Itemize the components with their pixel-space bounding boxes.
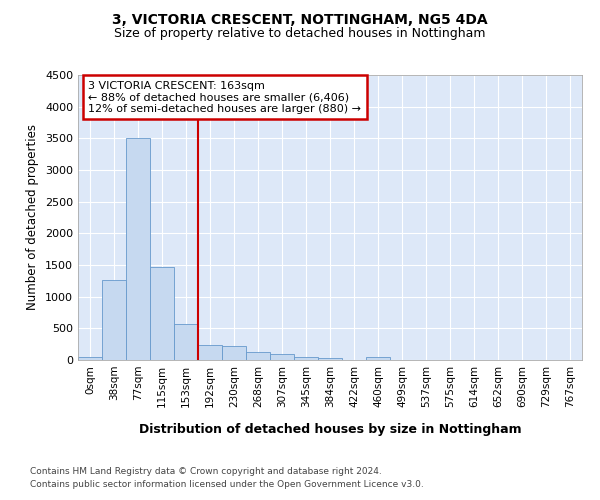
Text: 3, VICTORIA CRESCENT, NOTTINGHAM, NG5 4DA: 3, VICTORIA CRESCENT, NOTTINGHAM, NG5 4D… (112, 12, 488, 26)
Bar (102, 280, 126, 360)
Bar (294, 357, 318, 360)
Y-axis label: Number of detached properties: Number of detached properties (26, 124, 40, 310)
Bar (174, 324, 198, 360)
Bar (246, 352, 270, 360)
Bar (318, 358, 342, 360)
Bar (366, 358, 390, 360)
Text: Contains HM Land Registry data © Crown copyright and database right 2024.: Contains HM Land Registry data © Crown c… (30, 468, 382, 476)
Bar (126, 138, 150, 360)
Bar (222, 346, 246, 360)
Bar (150, 267, 174, 360)
Bar (78, 358, 102, 360)
Bar (270, 354, 294, 360)
Text: Contains public sector information licensed under the Open Government Licence v3: Contains public sector information licen… (30, 480, 424, 489)
Text: Distribution of detached houses by size in Nottingham: Distribution of detached houses by size … (139, 422, 521, 436)
Bar (198, 345, 222, 360)
Text: 3 VICTORIA CRESCENT: 163sqm
← 88% of detached houses are smaller (6,406)
12% of : 3 VICTORIA CRESCENT: 163sqm ← 88% of det… (88, 80, 361, 114)
Text: Size of property relative to detached houses in Nottingham: Size of property relative to detached ho… (114, 28, 486, 40)
